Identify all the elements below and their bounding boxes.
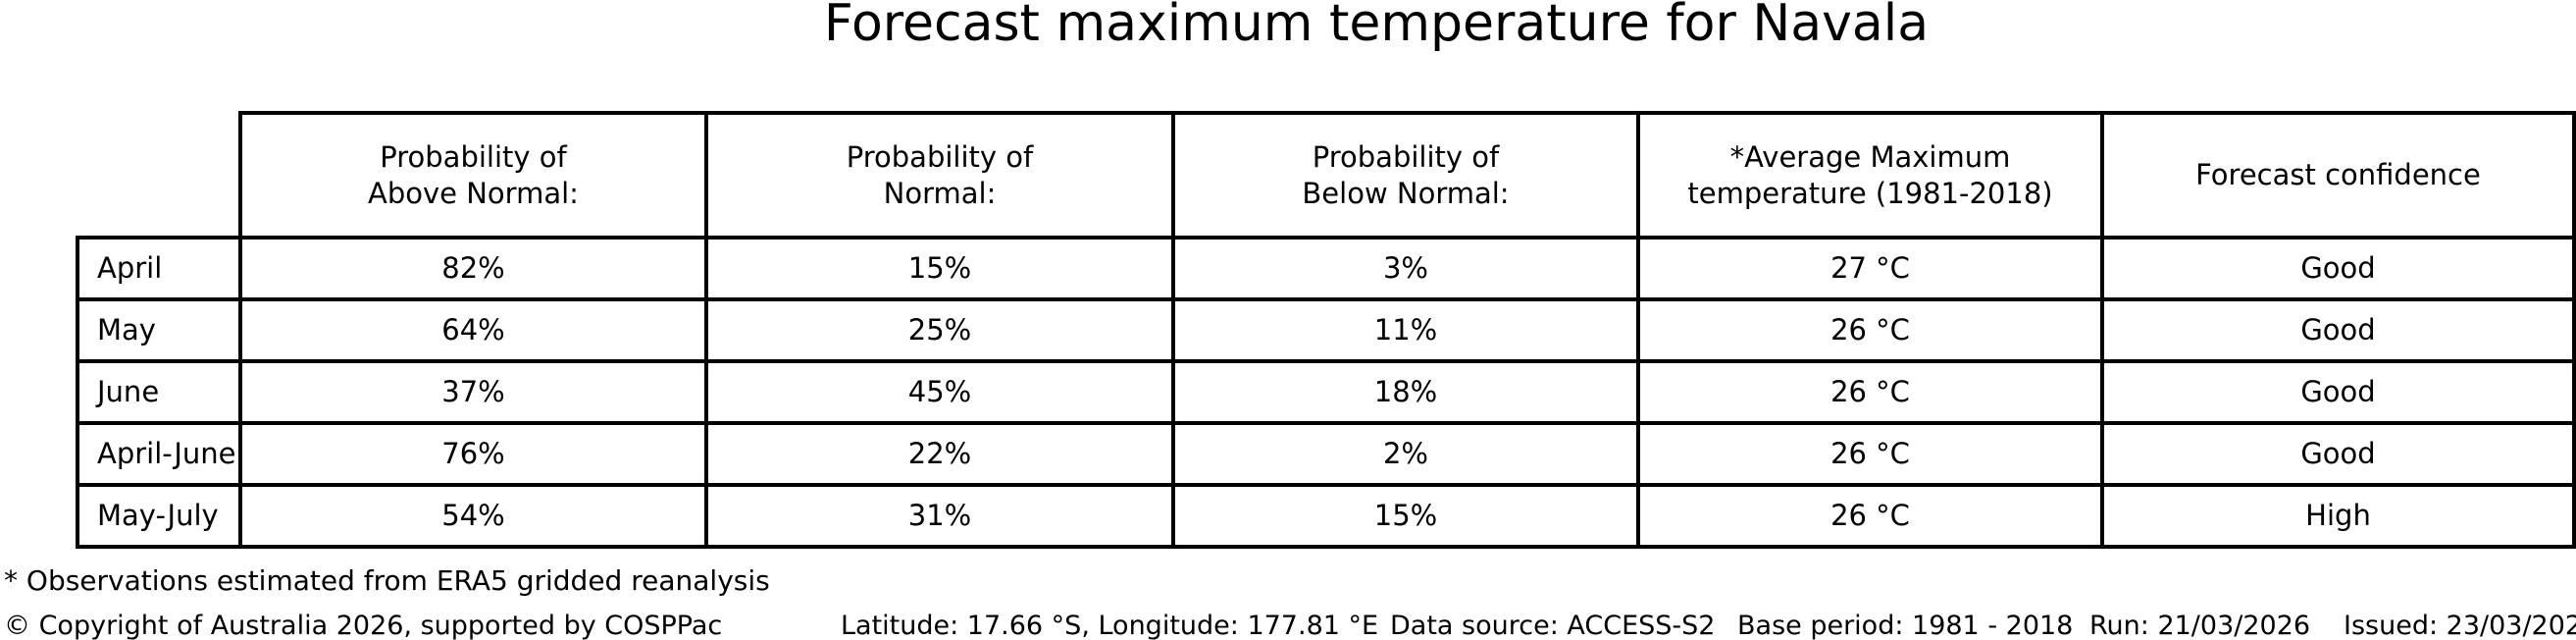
row-label-may-july: May-July [76,483,242,549]
cell-apriljune-avgmax: 26 °C [1636,421,2104,487]
cell-apriljune-confidence: Good [2100,421,2576,487]
cell-mayjuly-normal: 31% [704,483,1175,549]
cell-apriljune-normal: 22% [704,421,1175,487]
page-title: Forecast maximum temperature for Navala [823,0,1930,53]
run-date-text: Run: 21/03/2026 [2089,611,2311,640]
table-row-june: June 37% 45% 18% 26 °C Good [76,359,2576,425]
cell-april-avgmax: 27 °C [1636,236,2104,301]
copyright-text: © Copyright of Australia 2026, supported… [4,611,723,640]
cell-may-normal: 25% [704,297,1175,363]
cell-june-below: 18% [1171,359,1640,425]
cell-april-below: 3% [1171,236,1640,301]
cell-april-above: 82% [238,236,708,301]
base-period-text: Base period: 1981 - 2018 [1737,611,2074,640]
column-header-normal: Probability of Normal: [704,111,1175,240]
issued-date-text: Issued: 23/03/2026 [2344,611,2576,640]
header-row: Probability of Above Normal: Probability… [77,111,2576,240]
table-row-april-june: April-June 76% 22% 2% 26 °C Good [76,421,2576,487]
column-header-above-normal: Probability of Above Normal: [238,111,708,240]
row-label-april: April [76,236,242,301]
row-label-june: June [76,359,242,425]
column-header-confidence: Forecast confidence [2100,111,2576,240]
row-label-may: May [76,297,242,363]
corner-cell [77,113,240,238]
row-label-april-june: April-June [76,421,242,487]
coordinates-text: Latitude: 17.66 °S, Longitude: 177.81 °E [841,611,1379,640]
data-source-text: Data source: ACCESS-S2 [1390,611,1716,640]
cell-june-avgmax: 26 °C [1636,359,2104,425]
table-row-april: April 82% 15% 3% 27 °C Good [76,236,2576,301]
cell-mayjuly-below: 15% [1171,483,1640,549]
forecast-table: Probability of Above Normal: Probability… [76,111,2576,549]
table-row-may: May 64% 25% 11% 26 °C Good [76,297,2576,363]
cell-june-above: 37% [238,359,708,425]
table-row-may-july: May-July 54% 31% 15% 26 °C High [76,483,2576,549]
cell-mayjuly-above: 54% [238,483,708,549]
cell-may-avgmax: 26 °C [1636,297,2104,363]
column-header-below-normal: Probability of Below Normal: [1171,111,1640,240]
cell-may-below: 11% [1171,297,1640,363]
cell-april-confidence: Good [2100,236,2576,301]
cell-june-normal: 45% [704,359,1175,425]
cell-mayjuly-avgmax: 26 °C [1636,483,2104,549]
cell-april-normal: 15% [704,236,1175,301]
cell-may-confidence: Good [2100,297,2576,363]
cell-mayjuly-confidence: High [2100,483,2576,549]
cell-apriljune-above: 76% [238,421,708,487]
cell-apriljune-below: 2% [1171,421,1640,487]
cell-may-above: 64% [238,297,708,363]
footnote: * Observations estimated from ERA5 gridd… [4,564,770,597]
column-header-avg-max-temp: *Average Maximum temperature (1981-2018) [1636,111,2104,240]
cell-june-confidence: Good [2100,359,2576,425]
